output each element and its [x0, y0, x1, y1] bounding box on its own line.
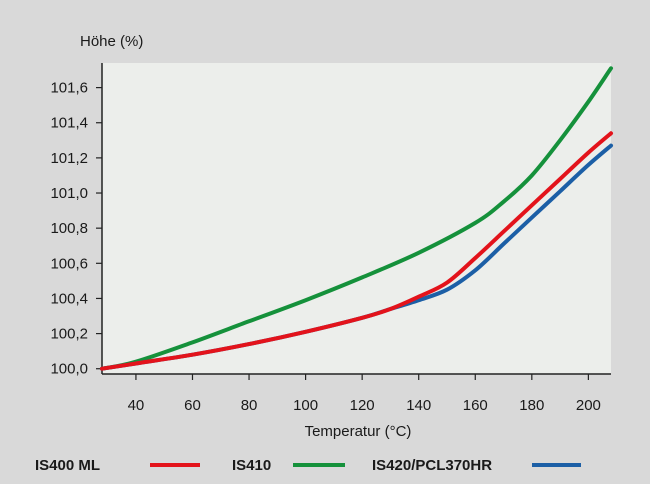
- legend-label-1: IS410: [232, 457, 271, 474]
- y-tick-label: 101,2: [50, 150, 88, 167]
- x-tick-label: 200: [576, 397, 601, 414]
- y-tick-label: 100,2: [50, 326, 88, 343]
- series-line-1: [100, 66, 613, 371]
- y-axis-ticks: 100,0 100,2 100,4 100,6 100,8 101,0 101,2 101,4…: [50, 80, 102, 378]
- x-tick-label: 180: [519, 397, 544, 414]
- y-tick-label: 100,6: [50, 255, 88, 272]
- y-axis-title: Höhe (%): [80, 33, 143, 50]
- x-tick-label: 140: [406, 397, 431, 414]
- series-lines: [100, 66, 613, 371]
- y-tick-label: 100,4: [50, 290, 88, 307]
- plot-area: [102, 63, 611, 374]
- x-tick-label: 160: [463, 397, 488, 414]
- legend: IS400 ML IS410 IS420/PCL370HR: [35, 457, 581, 474]
- y-tick-label: 101,4: [50, 115, 88, 132]
- y-tick-label: 100,0: [50, 361, 88, 378]
- legend-label-0: IS400 ML: [35, 457, 100, 474]
- x-tick-label: 40: [128, 397, 145, 414]
- x-tick-label: 60: [184, 397, 201, 414]
- x-axis-title: Temperatur (°C): [305, 423, 412, 440]
- x-tick-label: 120: [350, 397, 375, 414]
- x-tick-label: 100: [293, 397, 318, 414]
- x-axis-ticks: 40 60 80 100 120 140 160 180 200: [128, 374, 601, 414]
- y-tick-label: 100,8: [50, 220, 88, 237]
- legend-label-2: IS420/PCL370HR: [372, 457, 492, 474]
- y-tick-label: 101,0: [50, 185, 88, 202]
- series-line-0: [100, 131, 613, 371]
- y-tick-label: 101,6: [50, 80, 88, 97]
- x-tick-label: 80: [241, 397, 258, 414]
